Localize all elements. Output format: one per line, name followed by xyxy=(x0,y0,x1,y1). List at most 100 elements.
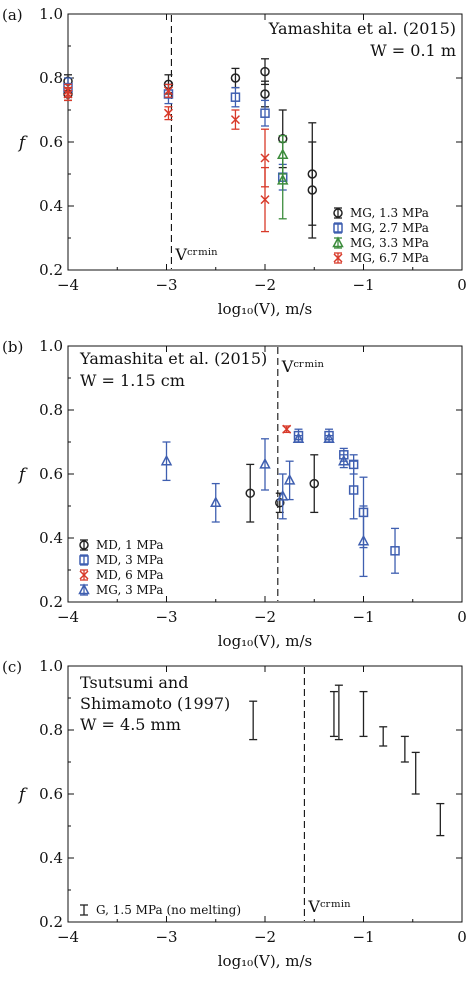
y-tick-label: 0.2 xyxy=(39,261,63,279)
error-bar xyxy=(246,463,255,523)
chart-panel-b: −4 −3 −2 −1 0 0.2 0.4 0.6 0.8 1.0 (b) f log₁₀(V), m/… xyxy=(2,337,467,650)
data-point xyxy=(282,424,292,434)
data-point xyxy=(348,485,359,495)
error-bar xyxy=(411,751,420,795)
legend-label: MD, 3 MPa xyxy=(96,553,164,567)
legend-label: MG, 6.7 MPa xyxy=(350,251,429,265)
y-tick-label: 0.4 xyxy=(39,197,63,215)
y-axis-label: f xyxy=(17,785,28,805)
panel-label: (b) xyxy=(2,338,23,356)
y-tick-label: 0.4 xyxy=(39,529,63,547)
data-point xyxy=(323,432,335,444)
x-axis-label: log₁₀(V), m/s xyxy=(218,952,313,970)
data-point xyxy=(210,496,222,508)
data-point xyxy=(260,195,270,205)
annotation-line: W = 0.1 m xyxy=(370,41,456,60)
legend-label: MD, 6 MPa xyxy=(96,568,164,582)
data-point xyxy=(259,457,271,469)
data-point xyxy=(292,432,305,444)
chart-panel-a: −4 −3 −2 −1 0 0.2 0.4 0.6 0.8 1.0 (a) f log₁₀(V), m/… xyxy=(2,5,467,318)
error-bar xyxy=(400,735,409,763)
data-point xyxy=(390,546,400,556)
y-tick-label: 0.8 xyxy=(39,721,63,739)
data-point xyxy=(307,185,318,195)
y-tick-label: 0.6 xyxy=(39,785,63,803)
data-point xyxy=(260,89,270,99)
error-bar xyxy=(349,460,358,520)
data-point xyxy=(160,454,173,466)
error-bar xyxy=(231,67,240,89)
x-tick-label: −1 xyxy=(352,928,374,946)
x-tick-label: −3 xyxy=(155,928,177,946)
x-axis-label: log₁₀(V), m/s xyxy=(218,632,313,650)
data-point xyxy=(276,489,289,501)
y-tick-label: 0.6 xyxy=(39,465,63,483)
legend-marker xyxy=(332,236,344,248)
legend-label: MG, 1.3 MPa xyxy=(350,206,429,220)
error-bar xyxy=(261,99,269,127)
data-point xyxy=(245,488,255,498)
x-tick-label: −4 xyxy=(57,276,79,294)
error-bar xyxy=(310,454,319,514)
vcr-min-label: Vᶜʳᵐⁱⁿ xyxy=(307,897,351,916)
legend-marker xyxy=(79,555,89,565)
data-point xyxy=(163,86,174,96)
data-point xyxy=(260,66,270,77)
error-bar xyxy=(334,684,343,741)
y-tick-label: 1.0 xyxy=(39,337,63,355)
data-point xyxy=(63,89,73,99)
annotation-line: Yamashita et al. (2015) xyxy=(79,349,267,368)
data-point xyxy=(163,108,174,118)
error-bar xyxy=(278,141,287,220)
error-bar xyxy=(231,86,240,108)
legend-marker xyxy=(78,583,90,595)
legend-marker xyxy=(79,540,89,550)
annotation-line: Shimamoto (1997) xyxy=(80,694,230,713)
y-tick-label: 0.2 xyxy=(39,593,63,611)
series-none-0 xyxy=(249,684,445,837)
data-point xyxy=(230,92,241,102)
y-tick-label: 0.8 xyxy=(39,69,63,87)
error-bar xyxy=(379,726,388,747)
y-axis-label: f xyxy=(17,465,28,485)
data-point xyxy=(276,173,289,185)
data-point xyxy=(230,115,240,125)
data-point xyxy=(230,73,241,83)
data-point xyxy=(338,454,350,466)
annotation-line: Yamashita et al. (2015) xyxy=(268,19,456,38)
legend: G, 1.5 MPa (no melting) xyxy=(80,903,241,917)
x-tick-label: −4 xyxy=(57,928,79,946)
error-bar xyxy=(359,505,368,578)
error-bar xyxy=(249,700,258,741)
data-point xyxy=(260,108,270,118)
legend-label: MD, 1 MPa xyxy=(96,538,164,552)
panel-label: (a) xyxy=(2,6,23,24)
series-triangle-3 xyxy=(160,432,370,578)
legend-marker xyxy=(333,208,343,218)
series-square-1 xyxy=(293,428,400,574)
series-circle-0 xyxy=(63,58,318,239)
y-tick-label: 1.0 xyxy=(39,5,63,23)
annotation-line: W = 1.15 cm xyxy=(80,371,185,390)
legend-label: G, 1.5 MPa (no melting) xyxy=(96,903,241,917)
x-tick-label: −4 xyxy=(57,608,79,626)
x-tick-label: 0 xyxy=(457,608,467,626)
annotation-line: W = 4.5 mm xyxy=(80,715,181,734)
legend-label: MG, 2.7 MPa xyxy=(350,221,429,235)
x-tick-label: −1 xyxy=(352,608,374,626)
legend-marker xyxy=(333,223,343,233)
error-bar xyxy=(308,141,317,239)
data-point xyxy=(309,478,319,489)
error-bar xyxy=(211,482,220,523)
error-bar xyxy=(261,438,269,491)
x-axis-label: log₁₀(V), m/s xyxy=(218,300,313,318)
x-tick-label: −3 xyxy=(155,608,177,626)
error-bar xyxy=(436,802,445,837)
error-bar xyxy=(359,690,368,738)
series-x-3 xyxy=(63,83,270,233)
data-point xyxy=(260,153,270,163)
error-bar xyxy=(278,473,287,520)
y-tick-label: 0.6 xyxy=(39,133,63,151)
data-point xyxy=(275,498,285,508)
